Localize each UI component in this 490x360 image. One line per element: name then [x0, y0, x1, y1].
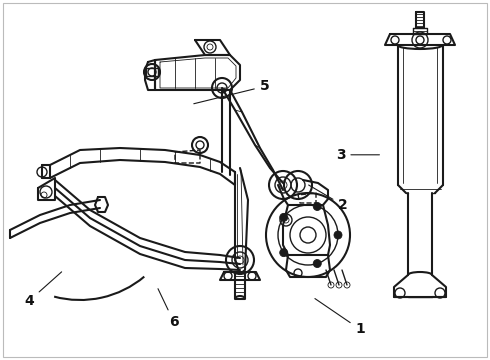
Circle shape	[313, 202, 321, 211]
Text: 3: 3	[336, 148, 379, 162]
Text: 1: 1	[315, 298, 365, 336]
Text: 5: 5	[194, 80, 270, 104]
Circle shape	[313, 260, 321, 267]
Circle shape	[280, 213, 288, 221]
Text: 2: 2	[309, 185, 348, 212]
Circle shape	[334, 231, 342, 239]
Text: 6: 6	[158, 289, 179, 329]
Text: 4: 4	[24, 272, 62, 307]
Circle shape	[280, 249, 288, 257]
